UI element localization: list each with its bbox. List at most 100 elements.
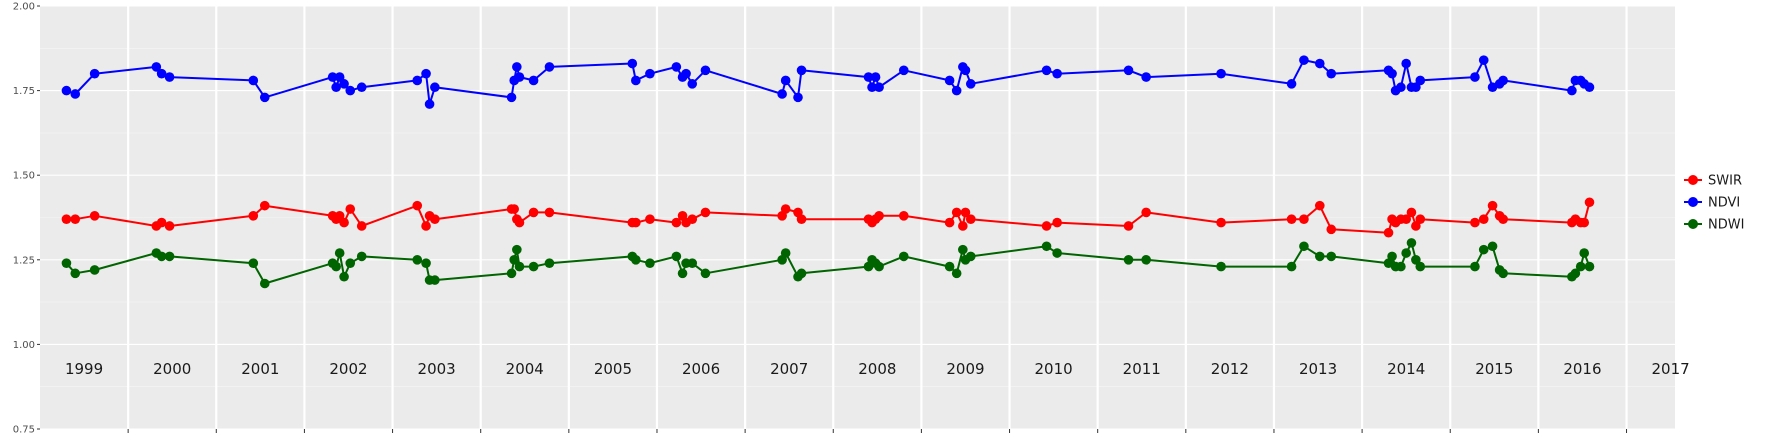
- data-point-swir: [960, 207, 971, 218]
- data-point-ndvi: [780, 75, 791, 86]
- data-point-ndvi: [645, 68, 655, 79]
- y-tick-label: 1.75: [13, 86, 35, 97]
- data-point-ndwi: [1314, 251, 1325, 262]
- year-label: 2001: [241, 360, 279, 378]
- year-label: 2005: [594, 360, 632, 378]
- data-point-swir: [356, 221, 367, 231]
- data-point-ndvi: [514, 72, 525, 82]
- data-point-ndvi: [874, 82, 884, 93]
- data-point-ndvi: [506, 92, 517, 103]
- data-point-swir: [61, 214, 72, 224]
- data-point-ndwi: [156, 251, 167, 262]
- data-point-ndwi: [356, 251, 367, 262]
- data-point-swir: [796, 214, 807, 224]
- data-point-swir: [1401, 214, 1411, 224]
- data-point-swir: [1041, 221, 1052, 231]
- data-point-ndvi: [421, 68, 431, 79]
- data-point-swir: [89, 211, 100, 221]
- data-point-ndvi: [1567, 85, 1577, 96]
- data-point-ndwi: [1406, 238, 1417, 248]
- data-point-ndwi: [1579, 248, 1590, 258]
- data-point-ndwi: [1326, 251, 1337, 262]
- data-point-ndwi: [631, 254, 641, 265]
- data-point-ndwi: [339, 271, 349, 282]
- data-point-swir: [421, 221, 431, 231]
- data-point-ndwi: [164, 251, 175, 262]
- data-point-swir: [345, 204, 356, 214]
- data-point-ndwi: [1401, 248, 1411, 258]
- data-point-ndvi: [248, 75, 259, 86]
- data-point-swir: [339, 217, 349, 228]
- data-point-ndwi: [506, 268, 517, 279]
- data-point-ndwi: [1052, 248, 1062, 258]
- data-point-ndwi: [259, 278, 270, 289]
- data-point-ndwi: [1470, 261, 1480, 272]
- data-point-swir: [780, 204, 791, 214]
- data-point-ndvi: [965, 79, 976, 89]
- data-point-ndwi: [509, 254, 519, 265]
- data-point-ndvi: [1411, 82, 1421, 93]
- year-label: 2017: [1651, 360, 1689, 378]
- data-point-swir: [700, 207, 711, 218]
- data-point-ndvi: [1314, 58, 1325, 69]
- data-point-swir: [514, 217, 525, 228]
- year-label: 2011: [1123, 360, 1161, 378]
- data-point-ndvi: [1584, 82, 1595, 93]
- legend-label-ndvi: NDVI: [1708, 196, 1740, 211]
- data-point-ndvi: [1478, 55, 1489, 65]
- data-point-ndwi: [70, 268, 81, 279]
- data-point-swir: [671, 217, 682, 228]
- data-point-ndvi: [1141, 72, 1151, 82]
- data-point-ndvi: [1299, 55, 1309, 65]
- year-label: 2010: [1035, 360, 1073, 378]
- y-tick-label: 0.75: [13, 425, 35, 436]
- data-point-ndvi: [430, 82, 440, 93]
- data-point-ndwi: [944, 261, 955, 272]
- data-point-ndvi: [1498, 75, 1508, 86]
- data-point-ndvi: [700, 65, 711, 76]
- data-point-ndwi: [331, 261, 341, 272]
- data-point-ndvi: [339, 79, 349, 89]
- legend-key-marker: [1688, 175, 1698, 185]
- data-point-ndwi: [528, 261, 539, 272]
- data-point-ndwi: [687, 258, 698, 268]
- data-point-ndwi: [1584, 261, 1595, 272]
- data-point-ndwi: [1286, 261, 1297, 272]
- data-point-ndwi: [61, 258, 72, 268]
- data-point-ndwi: [874, 261, 884, 272]
- data-point-swir: [1406, 207, 1417, 218]
- data-point-ndwi: [1396, 261, 1406, 272]
- year-label: 2007: [770, 360, 808, 378]
- data-point-ndvi: [345, 85, 356, 96]
- data-point-ndvi: [1216, 68, 1226, 79]
- data-point-swir: [528, 207, 539, 218]
- data-point-ndvi: [412, 75, 423, 86]
- data-point-ndwi: [412, 254, 423, 265]
- data-point-swir: [1498, 214, 1508, 224]
- year-label: 2006: [682, 360, 720, 378]
- legend-label-swir: SWIR: [1708, 174, 1742, 189]
- data-point-ndwi: [671, 251, 682, 262]
- data-point-ndvi: [1387, 68, 1397, 79]
- data-point-ndwi: [677, 268, 688, 279]
- data-point-ndwi: [645, 258, 655, 268]
- data-point-swir: [1286, 214, 1297, 224]
- data-point-ndwi: [512, 244, 522, 255]
- series-layer: [61, 55, 1595, 289]
- legend-key-marker: [1688, 197, 1698, 207]
- data-point-ndwi: [89, 265, 100, 275]
- year-label: 2009: [946, 360, 984, 378]
- data-point-swir: [334, 211, 345, 221]
- legend: SWIR NDVI NDWI: [1684, 174, 1744, 233]
- data-point-ndvi: [1286, 79, 1297, 89]
- data-point-ndvi: [681, 68, 691, 79]
- data-point-ndwi: [958, 244, 968, 255]
- year-label: 2004: [506, 360, 544, 378]
- data-point-swir: [164, 221, 175, 231]
- data-point-ndwi: [898, 251, 909, 262]
- data-point-ndwi: [1575, 261, 1586, 272]
- data-point-ndwi: [1570, 268, 1581, 279]
- data-point-ndwi: [1387, 251, 1397, 262]
- data-point-swir: [412, 200, 423, 211]
- data-point-swir: [70, 214, 81, 224]
